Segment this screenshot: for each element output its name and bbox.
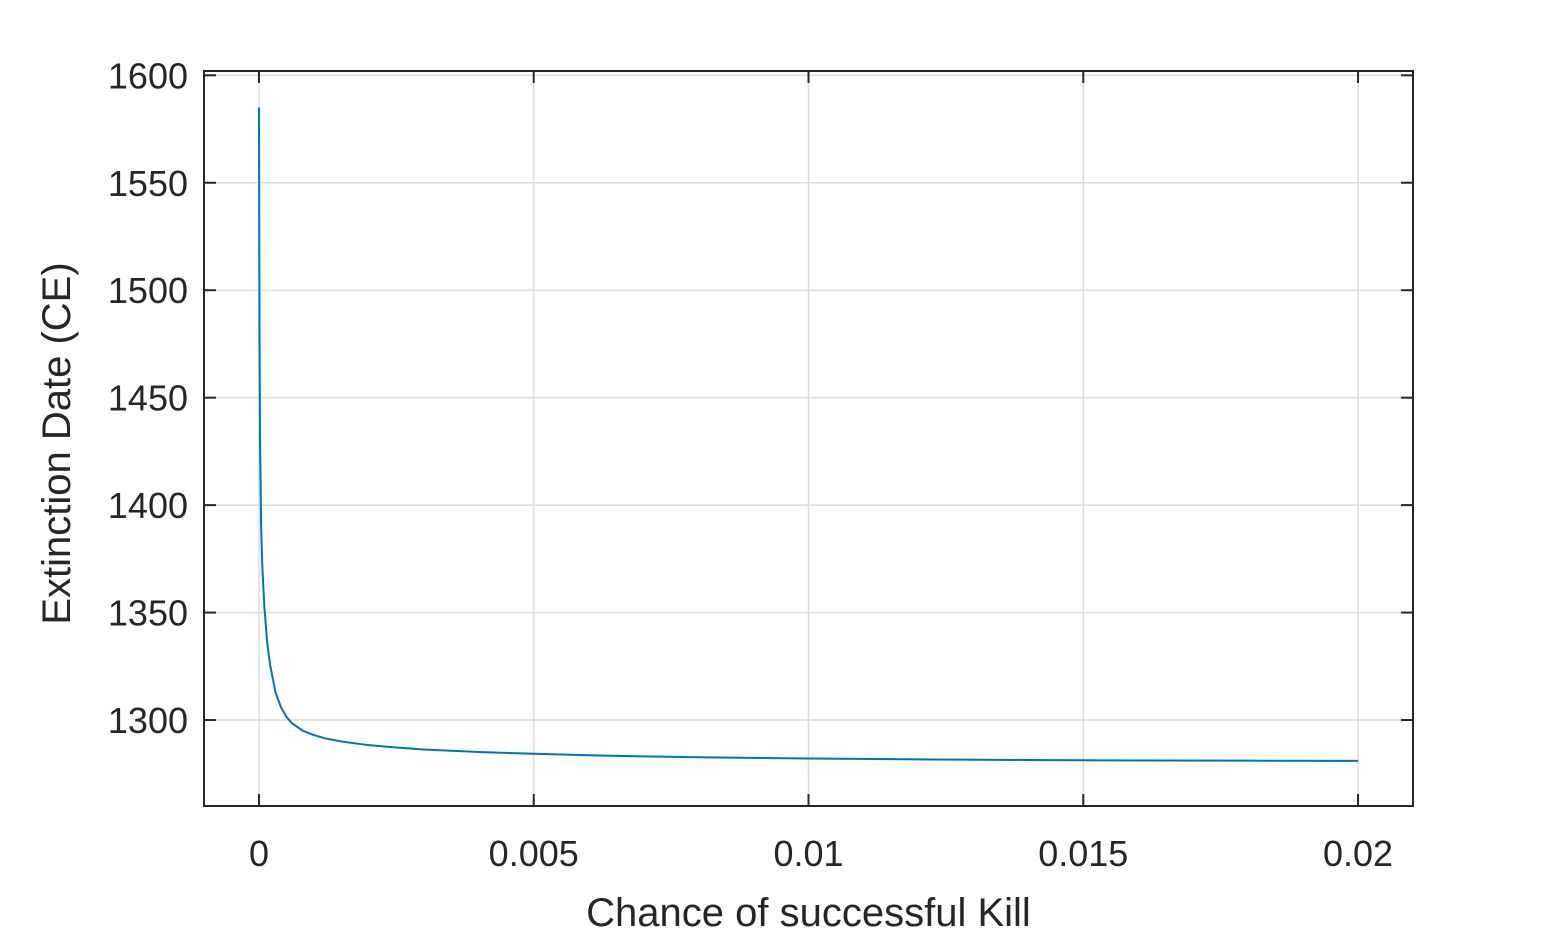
- y-tick-label: 1350: [108, 593, 188, 634]
- y-tick-label: 1450: [108, 378, 188, 419]
- x-axis-label: Chance of successful Kill: [586, 891, 1031, 935]
- ticks: 0 0.005 0.01 0.015 0.02 1300 1350 1400 1450 1500 1…: [108, 55, 1413, 874]
- y-tick-label: 1400: [108, 485, 188, 526]
- x-tick-label: 0.01: [773, 833, 843, 874]
- y-tick-label: 1600: [108, 55, 188, 96]
- y-tick-label: 1500: [108, 270, 188, 311]
- y-tick-label: 1300: [108, 700, 188, 741]
- x-tick-label: 0.005: [489, 833, 579, 874]
- x-tick-label: 0.02: [1323, 833, 1393, 874]
- series-layer: [257, 107, 1359, 762]
- x-tick-label: 0: [249, 833, 269, 874]
- y-axis-label: Extinction Date (CE): [35, 262, 79, 624]
- y-tick-label: 1550: [108, 163, 188, 204]
- grid: [204, 71, 1413, 806]
- series-line: [257, 107, 1359, 762]
- x-tick-label: 0.015: [1038, 833, 1128, 874]
